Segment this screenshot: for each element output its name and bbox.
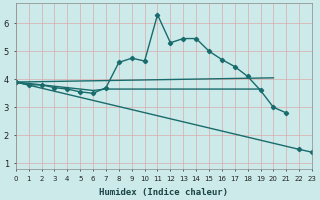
X-axis label: Humidex (Indice chaleur): Humidex (Indice chaleur) xyxy=(100,188,228,197)
